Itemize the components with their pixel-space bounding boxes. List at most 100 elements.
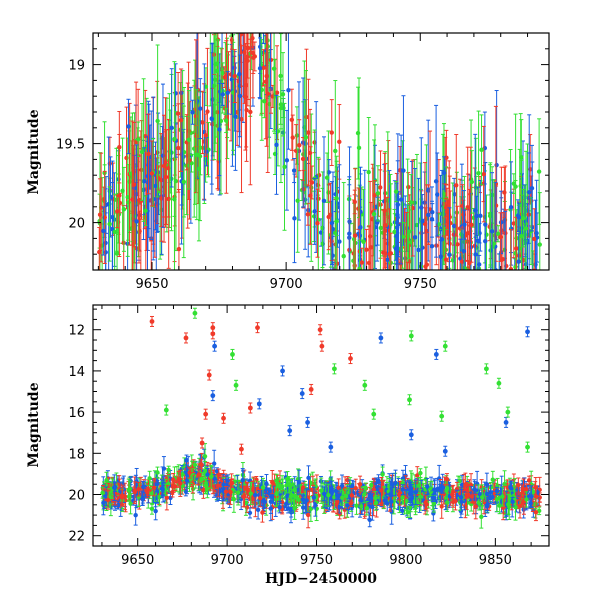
data-point-blue — [426, 187, 431, 243]
outlier-point-red — [206, 369, 212, 381]
outlier-point-blue — [210, 390, 216, 402]
data-point-blue — [429, 186, 435, 270]
data-point-blue — [534, 179, 539, 270]
data-point-green — [326, 483, 331, 507]
data-point-blue — [393, 469, 398, 497]
data-point-green — [364, 500, 369, 516]
data-point-red — [366, 225, 372, 270]
outlier-point-blue — [212, 340, 218, 352]
data-point-red — [241, 485, 246, 508]
data-point-red — [187, 101, 192, 220]
data-point-red — [368, 201, 374, 270]
data-point-green — [500, 486, 505, 507]
outlier-point-red — [308, 383, 314, 395]
x-tick-label: 9750 — [404, 277, 437, 292]
data-point-green — [319, 477, 324, 504]
data-point-blue — [473, 236, 478, 270]
data-point-blue — [300, 495, 306, 504]
outlier-point-green — [442, 340, 448, 352]
data-point-green — [248, 481, 253, 506]
data-point-green — [214, 33, 220, 138]
data-point-blue — [257, 37, 263, 100]
data-point-blue — [430, 494, 436, 503]
data-point-blue — [267, 488, 272, 499]
data-point-green — [405, 506, 411, 518]
data-point-red — [229, 478, 235, 488]
data-point-red — [216, 468, 222, 482]
data-point-blue — [304, 488, 309, 513]
data-point-red — [379, 477, 384, 504]
data-point-green — [506, 494, 511, 515]
outlier-point-green — [371, 408, 377, 420]
outlier-point-blue — [378, 332, 384, 344]
outlier-point-green — [496, 377, 502, 389]
outlier-point-green — [505, 406, 511, 418]
data-point-blue — [516, 202, 522, 233]
data-point-blue — [388, 480, 393, 508]
data-point-red — [516, 477, 521, 493]
data-point-green — [524, 491, 529, 508]
data-point-green — [208, 464, 214, 489]
data-point-red — [498, 212, 503, 262]
data-point-red — [508, 229, 514, 270]
data-point-green — [480, 488, 485, 507]
data-point-blue — [153, 141, 158, 231]
data-point-green — [303, 70, 309, 205]
data-point-blue — [487, 490, 493, 505]
data-point-red — [187, 466, 192, 479]
data-point-green — [280, 52, 286, 137]
data-point-green — [203, 476, 208, 495]
data-point-blue — [153, 501, 158, 521]
data-point-green — [141, 78, 146, 222]
data-point-green — [271, 33, 277, 132]
data-point-red — [454, 134, 459, 237]
outlier-point-green — [407, 394, 412, 406]
x-tick-label: 9650 — [121, 553, 154, 568]
outlier-point-red — [255, 322, 260, 334]
data-point-blue — [447, 207, 452, 270]
outlier-point-blue — [305, 416, 310, 428]
top-plot-area — [97, 33, 542, 270]
data-point-green — [199, 472, 205, 486]
data-point-green — [196, 96, 202, 242]
data-point-red — [308, 146, 313, 245]
data-point-red — [451, 496, 456, 508]
data-point-blue — [190, 99, 195, 125]
data-point-red — [521, 264, 526, 270]
data-point-red — [357, 475, 363, 493]
data-point-green — [361, 486, 367, 504]
data-point-green — [332, 484, 337, 511]
data-point-red — [132, 481, 138, 503]
data-point-green — [181, 105, 186, 259]
data-point-blue — [140, 495, 146, 504]
data-point-blue — [425, 477, 430, 496]
data-point-blue — [400, 484, 406, 496]
data-point-green — [357, 239, 362, 270]
data-point-red — [439, 494, 444, 519]
data-point-green — [341, 182, 346, 270]
data-point-green — [275, 479, 280, 489]
data-point-green — [375, 165, 381, 222]
data-point-green — [260, 477, 266, 498]
data-point-green — [443, 483, 449, 500]
data-point-red — [372, 180, 377, 211]
data-point-blue — [494, 486, 500, 495]
data-point-red — [359, 247, 365, 270]
data-point-blue — [261, 492, 266, 509]
data-point-green — [479, 114, 484, 186]
data-point-red — [97, 226, 102, 270]
data-point-blue — [333, 481, 339, 501]
data-point-blue — [398, 134, 404, 265]
data-point-blue — [416, 177, 421, 270]
data-point-green — [487, 164, 493, 268]
bottom-frame — [92, 304, 550, 547]
data-point-blue — [368, 491, 373, 502]
data-point-red — [383, 163, 388, 270]
bottom-panel: 9650 9700 9750 9800 9850 12 14 16 18 20 22 Magnitu… — [26, 304, 550, 587]
top-panel: 9650 9700 9750 19 19.5 20 Magnitude — [26, 32, 550, 292]
y-tick-label: 16 — [68, 406, 85, 421]
y-tick-label: 19 — [68, 59, 85, 74]
data-point-green — [393, 180, 399, 203]
data-point-green — [126, 478, 131, 502]
outlier-point-blue — [433, 348, 439, 360]
